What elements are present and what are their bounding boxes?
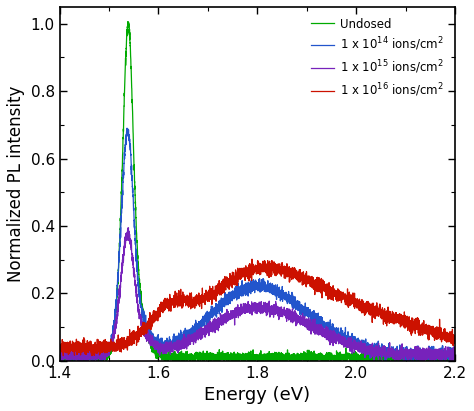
Legend: Undosed, 1 x 10$^{14}$ ions/cm$^2$, 1 x 10$^{15}$ ions/cm$^2$, 1 x 10$^{16}$ ion: Undosed, 1 x 10$^{14}$ ions/cm$^2$, 1 x … xyxy=(306,13,449,104)
1 x 10$^{15}$ ions/cm$^2$ xyxy=(59,358,64,363)
1 x 10$^{16}$ ions/cm$^2$ xyxy=(226,282,232,286)
1 x 10$^{16}$ ions/cm$^2$ xyxy=(420,326,426,331)
Line: 1 x 10$^{15}$ ions/cm$^2$: 1 x 10$^{15}$ ions/cm$^2$ xyxy=(60,228,455,360)
Undosed xyxy=(245,352,250,357)
1 x 10$^{16}$ ions/cm$^2$ xyxy=(223,280,228,285)
Undosed xyxy=(226,356,232,361)
1 x 10$^{15}$ ions/cm$^2$ xyxy=(420,355,426,360)
1 x 10$^{15}$ ions/cm$^2$ xyxy=(57,352,63,357)
1 x 10$^{14}$ ions/cm$^2$ xyxy=(420,354,426,359)
1 x 10$^{14}$ ions/cm$^2$ xyxy=(226,294,232,299)
1 x 10$^{14}$ ions/cm$^2$ xyxy=(124,126,130,131)
1 x 10$^{16}$ ions/cm$^2$ xyxy=(60,353,66,358)
X-axis label: Energy (eV): Energy (eV) xyxy=(204,386,310,404)
1 x 10$^{15}$ ions/cm$^2$ xyxy=(440,351,446,356)
1 x 10$^{14}$ ions/cm$^2$ xyxy=(452,346,458,351)
Undosed xyxy=(58,358,64,363)
1 x 10$^{14}$ ions/cm$^2$ xyxy=(57,358,63,363)
Line: Undosed: Undosed xyxy=(60,21,455,360)
1 x 10$^{16}$ ions/cm$^2$ xyxy=(249,257,255,262)
1 x 10$^{16}$ ions/cm$^2$ xyxy=(452,335,458,340)
Undosed xyxy=(420,355,426,360)
1 x 10$^{15}$ ions/cm$^2$ xyxy=(226,312,232,317)
1 x 10$^{16}$ ions/cm$^2$ xyxy=(440,335,446,340)
1 x 10$^{14}$ ions/cm$^2$ xyxy=(344,337,350,342)
1 x 10$^{15}$ ions/cm$^2$ xyxy=(223,312,229,317)
Undosed xyxy=(125,19,131,24)
Undosed xyxy=(452,354,458,359)
1 x 10$^{15}$ ions/cm$^2$ xyxy=(452,355,458,360)
Y-axis label: Normalized PL intensity: Normalized PL intensity xyxy=(7,85,25,282)
Undosed xyxy=(440,358,446,363)
1 x 10$^{14}$ ions/cm$^2$ xyxy=(57,355,63,360)
1 x 10$^{14}$ ions/cm$^2$ xyxy=(440,353,446,358)
Undosed xyxy=(57,353,63,358)
1 x 10$^{16}$ ions/cm$^2$ xyxy=(245,270,250,275)
1 x 10$^{15}$ ions/cm$^2$ xyxy=(126,225,131,230)
1 x 10$^{16}$ ions/cm$^2$ xyxy=(57,342,63,346)
1 x 10$^{15}$ ions/cm$^2$ xyxy=(245,309,250,314)
1 x 10$^{15}$ ions/cm$^2$ xyxy=(344,339,350,344)
Line: 1 x 10$^{14}$ ions/cm$^2$: 1 x 10$^{14}$ ions/cm$^2$ xyxy=(60,128,455,360)
Line: 1 x 10$^{16}$ ions/cm$^2$: 1 x 10$^{16}$ ions/cm$^2$ xyxy=(60,259,455,356)
Undosed xyxy=(344,358,350,363)
1 x 10$^{14}$ ions/cm$^2$ xyxy=(245,285,250,290)
1 x 10$^{14}$ ions/cm$^2$ xyxy=(223,301,229,306)
Undosed xyxy=(223,357,229,362)
1 x 10$^{16}$ ions/cm$^2$ xyxy=(344,294,350,299)
